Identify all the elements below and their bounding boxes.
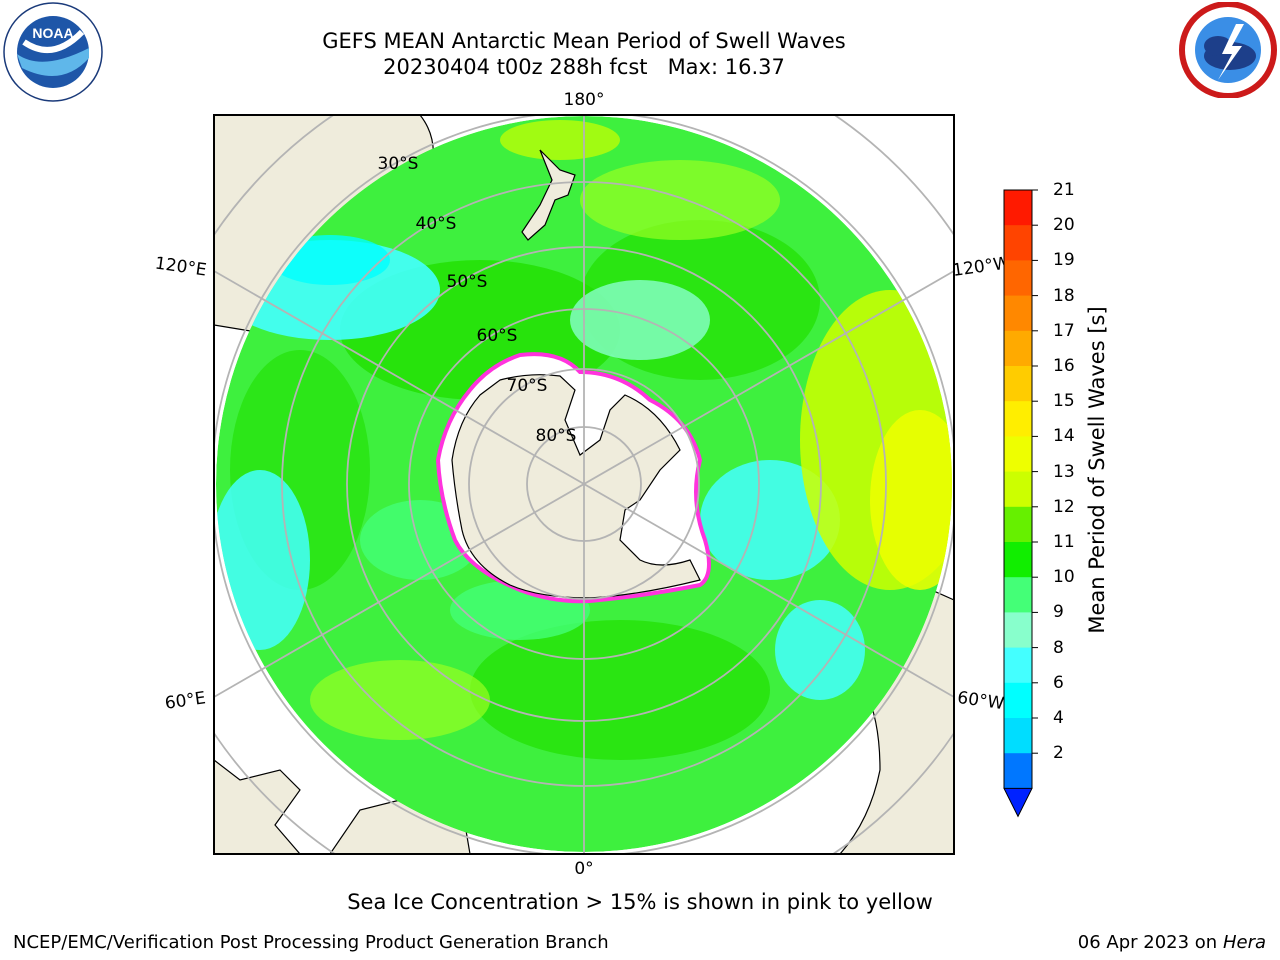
colorbar-segment xyxy=(1004,506,1032,543)
land-africa xyxy=(214,759,301,854)
colorbar-segment xyxy=(1004,436,1032,473)
nws-logo xyxy=(1179,2,1277,98)
lat-label-70s: 70°S xyxy=(507,376,548,396)
lon-label-180: 180° xyxy=(564,90,605,110)
colorbar-segment xyxy=(1004,190,1032,226)
colorbar-segment xyxy=(1004,647,1032,684)
colorbar-tick-label: 4 xyxy=(1053,708,1064,728)
colorbar-tick-label: 10 xyxy=(1053,567,1075,588)
footer-credit: NCEP/EMC/Verification Post Processing Pr… xyxy=(13,932,609,953)
colorbar-tick-label: 19 xyxy=(1053,250,1075,271)
colorbar-tick-label: 12 xyxy=(1053,496,1075,517)
colorbar xyxy=(1003,189,1038,818)
land-antarctica xyxy=(451,374,701,599)
lat-label-40s: 40°S xyxy=(416,214,457,234)
noaa-logo: NOAA xyxy=(3,2,103,102)
colorbar-tick-label: 6 xyxy=(1053,672,1064,693)
title-line-1: GEFS MEAN Antarctic Mean Period of Swell… xyxy=(322,29,846,53)
title-line-2: 20230404 t00z 288h fcst Max: 16.37 xyxy=(383,55,785,79)
colorbar-segment xyxy=(1004,718,1032,754)
colorbar-tick-label: 17 xyxy=(1053,320,1075,341)
colorbar-segment xyxy=(1004,682,1032,719)
colorbar-tick-label: 13 xyxy=(1053,461,1075,482)
colorbar-segment xyxy=(1004,542,1032,578)
lat-label-30s: 30°S xyxy=(378,154,419,174)
colorbar-tick-label: 8 xyxy=(1053,637,1064,658)
lon-label-120e: 120°E xyxy=(154,254,208,281)
lon-label-60e: 60°E xyxy=(164,688,207,713)
colorbar-tick-label: 15 xyxy=(1053,391,1075,412)
lon-label-60w: 60°W xyxy=(956,688,1005,714)
land-new-zealand xyxy=(521,149,576,241)
colorbar-tick-label: 18 xyxy=(1053,285,1075,306)
lat-label-80s: 80°S xyxy=(536,426,577,446)
colorbar-segment xyxy=(1004,366,1032,402)
svg-text:NOAA: NOAA xyxy=(32,25,73,41)
colorbar-tick-label: 21 xyxy=(1053,180,1075,200)
colorbar-segment xyxy=(1004,612,1032,649)
colorbar-segment xyxy=(1004,753,1032,789)
colorbar-segment xyxy=(1004,260,1032,297)
colorbar-segment xyxy=(1004,471,1032,508)
colorbar-tick-label: 2 xyxy=(1053,743,1064,764)
colorbar-segment xyxy=(1004,330,1032,367)
lat-label-50s: 50°S xyxy=(447,272,488,292)
colorbar-tick-label: 16 xyxy=(1053,356,1075,376)
colorbar-segment xyxy=(1004,295,1032,332)
colorbar-segment xyxy=(1004,225,1032,261)
colorbar-tick-label: 11 xyxy=(1053,532,1075,552)
lon-label-0: 0° xyxy=(574,859,593,879)
footer-date: 06 Apr 2023 on Hera xyxy=(1077,932,1266,953)
colorbar-tick-label: 14 xyxy=(1053,426,1075,447)
colorbar-segment xyxy=(1004,577,1032,613)
sea-ice-note: Sea Ice Concentration > 15% is shown in … xyxy=(347,890,933,914)
lon-label-120w: 120°W xyxy=(951,253,1011,281)
map-frame xyxy=(213,114,955,855)
colorbar-extend-arrow xyxy=(1003,787,1033,818)
colorbar-frame xyxy=(1003,189,1033,789)
colorbar-tick-label: 9 xyxy=(1053,602,1064,623)
colorbar-tick-label: 20 xyxy=(1053,215,1075,236)
colorbar-segment xyxy=(1004,401,1032,437)
lat-label-60s: 60°S xyxy=(477,326,518,346)
